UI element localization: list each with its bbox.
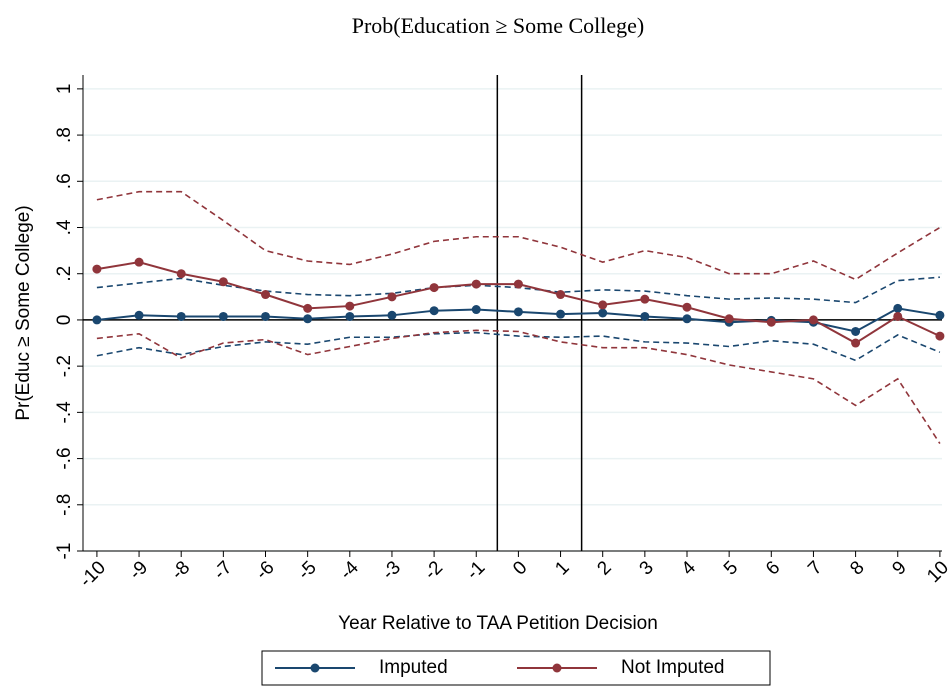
- point: [261, 311, 271, 321]
- y-tick-label: -.8: [54, 494, 75, 516]
- x-tick-label: 5: [720, 557, 742, 579]
- x-tick-label: 7: [804, 557, 826, 579]
- point: [808, 315, 818, 325]
- point: [176, 269, 186, 279]
- point: [556, 309, 566, 319]
- point: [218, 311, 228, 321]
- x-tick-label: -5: [294, 557, 321, 584]
- x-tick-label: 4: [678, 557, 701, 580]
- point: [724, 314, 734, 324]
- point: [176, 311, 186, 321]
- point: [598, 300, 608, 310]
- x-tick-label: 3: [636, 557, 658, 579]
- point: [513, 307, 523, 317]
- ci-line: [96, 329, 941, 444]
- y-tick-label: 1: [54, 84, 75, 95]
- point: [556, 290, 566, 300]
- point: [92, 315, 102, 325]
- x-tick-label: 8: [846, 557, 868, 579]
- point: [766, 317, 776, 327]
- point: [261, 290, 271, 300]
- point: [303, 303, 313, 313]
- legend-label: Imputed: [379, 657, 448, 678]
- x-tick-label: 0: [509, 557, 531, 579]
- point: [92, 264, 102, 274]
- x-tick-label: -9: [125, 557, 152, 584]
- legend-marker: [552, 663, 562, 673]
- y-tick-label: 0: [54, 315, 75, 326]
- point: [471, 279, 481, 289]
- point: [387, 292, 397, 302]
- point: [134, 257, 144, 267]
- point: [387, 310, 397, 320]
- point: [345, 301, 355, 311]
- point: [429, 306, 439, 316]
- x-tick-label: -10: [76, 557, 110, 591]
- x-tick-label: -4: [336, 557, 363, 584]
- x-tick-label: 6: [762, 557, 784, 579]
- point: [598, 308, 608, 318]
- x-tick-label: 9: [888, 557, 910, 579]
- point: [935, 331, 945, 341]
- point: [429, 283, 439, 293]
- x-tick-label: -2: [420, 557, 447, 584]
- y-tick-label: .2: [54, 266, 75, 282]
- point: [513, 279, 523, 289]
- legend-label: Not Imputed: [621, 657, 725, 678]
- x-tick-label: 2: [593, 557, 615, 579]
- y-tick-label: .4: [54, 219, 75, 235]
- y-tick-label: .8: [54, 127, 75, 143]
- y-axis-label: Pr(Educ ≥ Some College): [13, 205, 34, 420]
- point: [640, 294, 650, 304]
- y-tick-label: -.2: [54, 355, 75, 377]
- point: [345, 311, 355, 321]
- point: [303, 314, 313, 324]
- y-tick-label: -.6: [54, 447, 75, 469]
- legend-box: [261, 650, 771, 686]
- point: [682, 314, 692, 324]
- x-tick-label: -1: [463, 557, 490, 584]
- legend-marker: [310, 663, 320, 673]
- point: [893, 311, 903, 321]
- y-tick-label: .6: [54, 173, 75, 189]
- ci-line: [96, 190, 941, 281]
- point: [935, 310, 945, 320]
- x-tick-label: -3: [378, 557, 405, 584]
- y-tick-label: -1: [54, 543, 75, 560]
- point: [893, 303, 903, 313]
- point: [682, 302, 692, 312]
- x-axis-label: Year Relative to TAA Petition Decision: [338, 613, 658, 634]
- point: [851, 338, 861, 348]
- x-tick-label: -8: [167, 557, 194, 584]
- x-tick-label: -7: [210, 557, 237, 584]
- x-tick-label: 1: [551, 557, 573, 579]
- ci-line: [96, 331, 941, 362]
- x-tick-label: -6: [252, 557, 279, 584]
- x-tick-label: 10: [923, 557, 948, 587]
- chart-title: Prob(Education ≥ Some College): [352, 13, 645, 38]
- point: [218, 277, 228, 287]
- point: [851, 326, 861, 336]
- y-tick-label: -.4: [54, 401, 75, 424]
- point: [134, 310, 144, 320]
- point: [640, 311, 650, 321]
- point: [471, 305, 481, 315]
